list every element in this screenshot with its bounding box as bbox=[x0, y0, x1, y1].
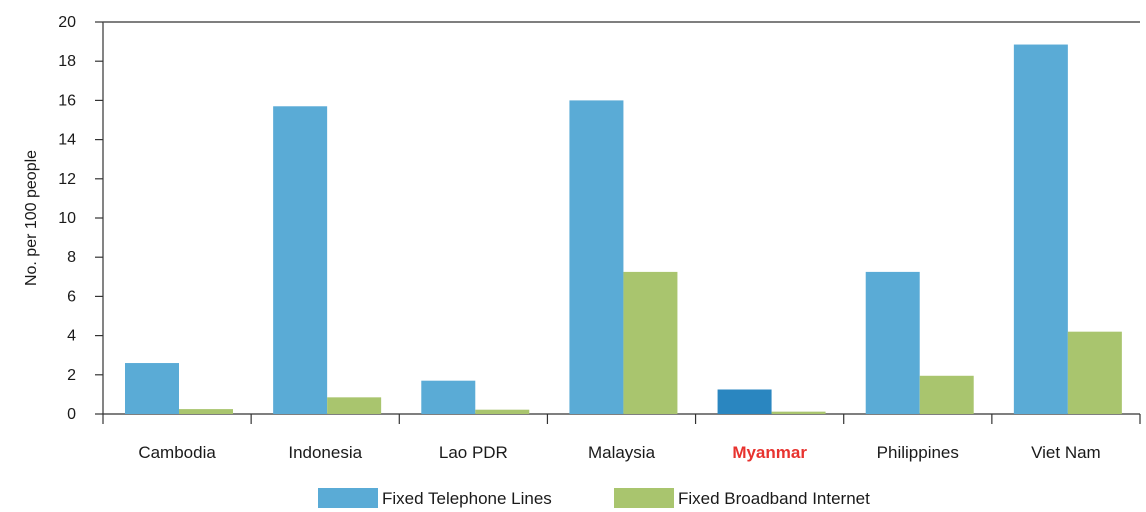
legend-label: Fixed Broadband Internet bbox=[678, 489, 870, 508]
y-axis-title: No. per 100 people bbox=[23, 150, 40, 286]
bar-broadband bbox=[919, 375, 974, 414]
bar-telephone bbox=[865, 271, 920, 414]
category-label: Viet Nam bbox=[1031, 443, 1101, 462]
x-axis: Cambodia Indonesia Lao PDR Malaysia Myanmar P… bbox=[102, 413, 1141, 462]
y-tick-label: 0 bbox=[67, 406, 76, 423]
legend-swatch bbox=[614, 488, 674, 508]
y-tick-label: 10 bbox=[58, 210, 76, 227]
y-axis: 0 2 4 6 8 10 12 14 16 18 20 bbox=[58, 14, 1140, 423]
bar-broadband bbox=[475, 409, 530, 414]
y-tick-label: 8 bbox=[67, 249, 76, 266]
bar-broadband bbox=[771, 411, 826, 414]
bar-telephone bbox=[717, 389, 772, 414]
bar-telephone bbox=[273, 106, 328, 414]
bar-broadband bbox=[1067, 331, 1122, 414]
legend: Fixed Telephone Lines Fixed Broadband Int… bbox=[318, 488, 870, 508]
category-label: Malaysia bbox=[588, 443, 656, 462]
bar-telephone bbox=[569, 100, 624, 415]
y-tick-label: 4 bbox=[67, 328, 76, 345]
y-tick-label: 12 bbox=[58, 171, 76, 188]
legend-swatch bbox=[318, 488, 378, 508]
y-tick-label: 2 bbox=[67, 367, 76, 384]
y-tick-label: 16 bbox=[58, 92, 76, 109]
legend-label: Fixed Telephone Lines bbox=[382, 489, 552, 508]
bar-broadband bbox=[179, 409, 233, 414]
bar-telephone bbox=[421, 380, 476, 414]
category-label: Indonesia bbox=[288, 443, 362, 462]
bars bbox=[125, 44, 1122, 415]
category-label: Lao PDR bbox=[439, 443, 508, 462]
y-tick-label: 14 bbox=[58, 132, 76, 149]
category-label: Cambodia bbox=[138, 443, 216, 462]
y-tick-label: 18 bbox=[58, 53, 76, 70]
bar-telephone bbox=[125, 363, 179, 414]
bar-telephone bbox=[1013, 44, 1068, 414]
y-tick-label: 6 bbox=[67, 288, 76, 305]
category-label: Philippines bbox=[877, 443, 959, 462]
bar-broadband bbox=[623, 271, 678, 414]
category-label: Myanmar bbox=[732, 443, 807, 462]
y-tick-label: 20 bbox=[58, 14, 76, 31]
bar-broadband bbox=[327, 397, 382, 414]
